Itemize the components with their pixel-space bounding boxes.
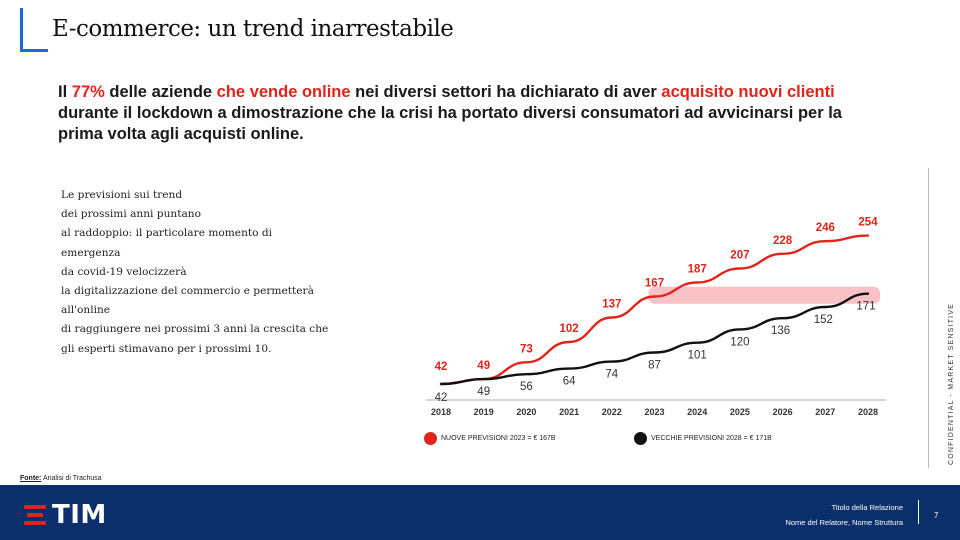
x-tick-label: 2022 bbox=[602, 407, 622, 417]
x-tick-label: 2025 bbox=[730, 407, 750, 417]
forecast-line: di raggiungere nei prossimi 3 anni la cr… bbox=[61, 323, 329, 336]
intro-paragraph: Il 77% delle aziende che vende online ne… bbox=[58, 82, 858, 145]
forecast-line: dei prossimi anni puntano bbox=[61, 208, 202, 221]
data-label-old: 49 bbox=[477, 386, 490, 398]
intro-text: delle aziende bbox=[104, 83, 217, 101]
data-label-old: 120 bbox=[730, 336, 749, 348]
tim-logo-icon bbox=[24, 505, 46, 525]
divider-line bbox=[928, 168, 929, 468]
intro-text: nei diversi settori ha dichiarato di ave… bbox=[350, 83, 662, 101]
data-label-old: 152 bbox=[814, 314, 833, 326]
data-label-new: 102 bbox=[560, 323, 579, 335]
title-bracket bbox=[20, 8, 48, 52]
data-label-new: 187 bbox=[688, 264, 707, 276]
data-label-old: 171 bbox=[856, 301, 875, 313]
data-label-new: 137 bbox=[602, 299, 621, 311]
series-line-old-forecast bbox=[439, 292, 870, 386]
data-label-new: 73 bbox=[520, 343, 533, 355]
x-tick-label: 2026 bbox=[773, 407, 793, 417]
legend-marker-black bbox=[634, 432, 647, 445]
forecast-line: al raddoppio: il particolare momento di bbox=[61, 227, 273, 240]
forecast-line: gli esperti stimavano per i prossimi 10. bbox=[61, 342, 272, 355]
data-label-new: 207 bbox=[730, 250, 749, 262]
x-tick-label: 2019 bbox=[474, 407, 494, 417]
x-tick-label: 2021 bbox=[559, 407, 579, 417]
legend-label-new: NUOVE PREVISIONI 2023 = € 167B bbox=[441, 435, 556, 442]
tim-logo: TIM bbox=[24, 500, 107, 530]
forecast-line: la digitalizzazione del commercio e perm… bbox=[61, 285, 314, 298]
forecast-line: emergenza bbox=[61, 246, 121, 259]
data-label-old: 136 bbox=[771, 325, 790, 337]
footer-separator bbox=[918, 500, 919, 524]
legend-item-new: NUOVE PREVISIONI 2023 = € 167B bbox=[424, 432, 556, 445]
forecast-line: all'online bbox=[61, 304, 111, 317]
x-tick-label: 2023 bbox=[644, 407, 664, 417]
intro-highlight-online: che vende online bbox=[216, 83, 351, 101]
intro-highlight-percent: 77% bbox=[71, 83, 105, 101]
data-label-old: 64 bbox=[563, 376, 576, 388]
x-tick-label: 2018 bbox=[431, 407, 451, 417]
footer-bar: TIM Titolo della Relazione Nome del Rela… bbox=[0, 485, 960, 540]
data-label-new: 42 bbox=[435, 361, 448, 373]
source-text: Analisi di Trachusa bbox=[42, 475, 102, 482]
data-label-old: 74 bbox=[605, 369, 618, 381]
slide-title: E-commerce: un trend inarrestabile bbox=[52, 16, 454, 42]
highlight-band bbox=[648, 286, 880, 304]
x-tick-label: 2024 bbox=[687, 407, 707, 417]
confidential-label: CONFIDENTIAL - MARKET SENSITIVE bbox=[948, 302, 955, 465]
data-label-new: 246 bbox=[816, 222, 835, 234]
source-note: Fonte: Analisi di Trachusa bbox=[20, 475, 102, 482]
data-label-old: 56 bbox=[520, 381, 533, 393]
data-label-old: 101 bbox=[688, 350, 707, 362]
data-label-old: 87 bbox=[648, 360, 661, 372]
data-label-new: 49 bbox=[477, 360, 490, 372]
intro-text: durante il lockdown a dimostrazione che … bbox=[58, 104, 842, 143]
report-title: Titolo della Relazione bbox=[831, 503, 903, 512]
intro-text: Il bbox=[58, 83, 72, 101]
data-label-new: 254 bbox=[858, 217, 878, 229]
forecast-line: Le previsioni sui trend bbox=[61, 189, 183, 201]
x-tick-label: 2020 bbox=[516, 407, 536, 417]
report-author: Nome del Relatore, Nome Struttura bbox=[785, 518, 903, 527]
ecommerce-forecast-chart: 42 49 73 102 137 167 187 207 228 246 254 42 49 56 64 74… bbox=[426, 217, 886, 417]
forecast-line: da covid-19 velocizzerà bbox=[61, 265, 187, 278]
legend-marker-red bbox=[424, 432, 437, 445]
data-label-new: 228 bbox=[773, 235, 793, 247]
x-tick-label: 2027 bbox=[815, 407, 835, 417]
series-line-new-forecast bbox=[439, 234, 870, 386]
x-tick-label: 2028 bbox=[858, 407, 878, 417]
data-label-old: 42 bbox=[435, 392, 448, 404]
footer-info: Titolo della Relazione Nome del Relatore… bbox=[785, 500, 903, 530]
source-label: Fonte: bbox=[20, 475, 42, 482]
data-label-new: 167 bbox=[645, 278, 664, 290]
legend-label-old: VECCHIE PREVISIONI 2028 = € 171B bbox=[651, 435, 772, 442]
tim-logo-text: TIM bbox=[52, 500, 107, 530]
legend-item-old: VECCHIE PREVISIONI 2028 = € 171B bbox=[634, 432, 772, 445]
intro-highlight-clients: acquisito nuovi clienti bbox=[661, 83, 835, 101]
page-number: 7 bbox=[934, 511, 939, 520]
forecast-description: Le previsioni sui trend dei prossimi ann… bbox=[61, 186, 329, 359]
